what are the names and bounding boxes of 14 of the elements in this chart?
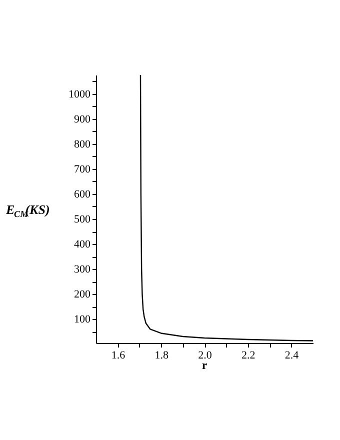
y-tick-label: 700 (74, 163, 91, 176)
y-tick-label: 900 (74, 113, 91, 126)
y-tick-label: 300 (74, 264, 91, 276)
y-tick-label: 800 (74, 138, 91, 150)
x-tick-label: 1.8 (154, 350, 169, 362)
y-tick-label: 100 (74, 314, 91, 326)
y-tick-label: 500 (74, 214, 91, 226)
x-tick-label: 2.2 (242, 350, 256, 362)
y-tick-label: 1000 (68, 88, 91, 100)
y-tick-label: 200 (74, 288, 91, 301)
y-tick-label: 600 (74, 188, 91, 200)
x-tick-label: 2.4 (284, 350, 300, 362)
y-tick-label: 400 (74, 238, 91, 251)
x-tick-label: 1.6 (111, 350, 126, 362)
